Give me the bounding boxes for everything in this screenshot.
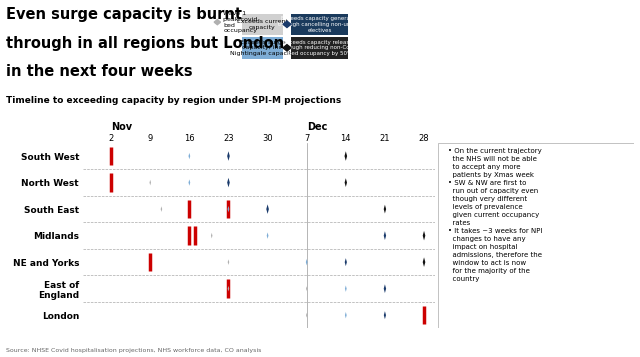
Text: 16: 16 (184, 134, 195, 143)
FancyBboxPatch shape (242, 14, 283, 35)
Text: Exceeds current
capacity: Exceeds current capacity (237, 19, 288, 30)
Polygon shape (161, 206, 162, 212)
Text: 14: 14 (340, 134, 351, 143)
Polygon shape (214, 20, 221, 25)
Polygon shape (384, 284, 386, 293)
Text: through in all regions but London: through in all regions but London (6, 36, 285, 51)
Polygon shape (345, 286, 347, 292)
Polygon shape (189, 153, 190, 159)
Polygon shape (227, 178, 230, 187)
Polygon shape (283, 45, 291, 51)
Polygon shape (189, 180, 190, 186)
Polygon shape (384, 311, 386, 319)
Polygon shape (211, 233, 212, 238)
Polygon shape (384, 205, 386, 213)
Text: 23: 23 (223, 134, 234, 143)
Text: Dec: Dec (307, 122, 327, 132)
Text: Nov: Nov (111, 122, 132, 132)
Text: 21: 21 (380, 134, 390, 143)
Text: Wave 1
peak covid
bed
occupancy: Wave 1 peak covid bed occupancy (223, 11, 258, 33)
Polygon shape (266, 204, 269, 214)
Polygon shape (227, 151, 230, 161)
Text: 7: 7 (304, 134, 309, 143)
Text: 28: 28 (419, 134, 429, 143)
Polygon shape (422, 257, 426, 267)
Text: 2: 2 (109, 134, 114, 143)
FancyBboxPatch shape (438, 143, 634, 328)
Text: 30: 30 (262, 134, 273, 143)
Text: Source: NHSE Covid hospitalisation projections, NHS workforce data, CO analysis: Source: NHSE Covid hospitalisation proje… (6, 348, 262, 353)
Text: Exceeds surge
capacity, incl
Nightingale capacity: Exceeds surge capacity, incl Nightingale… (230, 40, 295, 56)
Text: Even surge capacity is burnt: Even surge capacity is burnt (6, 7, 243, 22)
FancyBboxPatch shape (242, 37, 283, 59)
Text: in the next four weeks: in the next four weeks (6, 64, 193, 79)
Polygon shape (384, 231, 386, 240)
Polygon shape (150, 180, 151, 185)
Polygon shape (344, 178, 347, 187)
Text: • On the current trajectory
  the NHS will not be able
  to accept any more
  pa: • On the current trajectory the NHS will… (448, 149, 543, 282)
Polygon shape (306, 313, 307, 318)
Polygon shape (344, 151, 347, 161)
Polygon shape (306, 259, 308, 265)
Text: Timeline to exceeding capacity by region under SPI-M projections: Timeline to exceeding capacity by region… (6, 96, 342, 105)
Polygon shape (283, 21, 291, 27)
Polygon shape (345, 258, 347, 266)
Polygon shape (422, 231, 426, 240)
Text: 9: 9 (148, 134, 153, 143)
FancyBboxPatch shape (291, 37, 348, 59)
FancyBboxPatch shape (291, 14, 348, 35)
Polygon shape (228, 259, 229, 265)
Polygon shape (306, 286, 307, 291)
Polygon shape (267, 232, 268, 239)
Polygon shape (345, 312, 347, 318)
Text: Exceeds capacity generated
through cancelling non-urgent
electives: Exceeds capacity generated through cance… (278, 16, 362, 32)
Polygon shape (228, 286, 229, 291)
Text: Exceeds capacity released
through reducing non-Covid
bed occupancy by 50%: Exceeds capacity released through reduci… (282, 40, 358, 56)
Polygon shape (228, 206, 229, 212)
